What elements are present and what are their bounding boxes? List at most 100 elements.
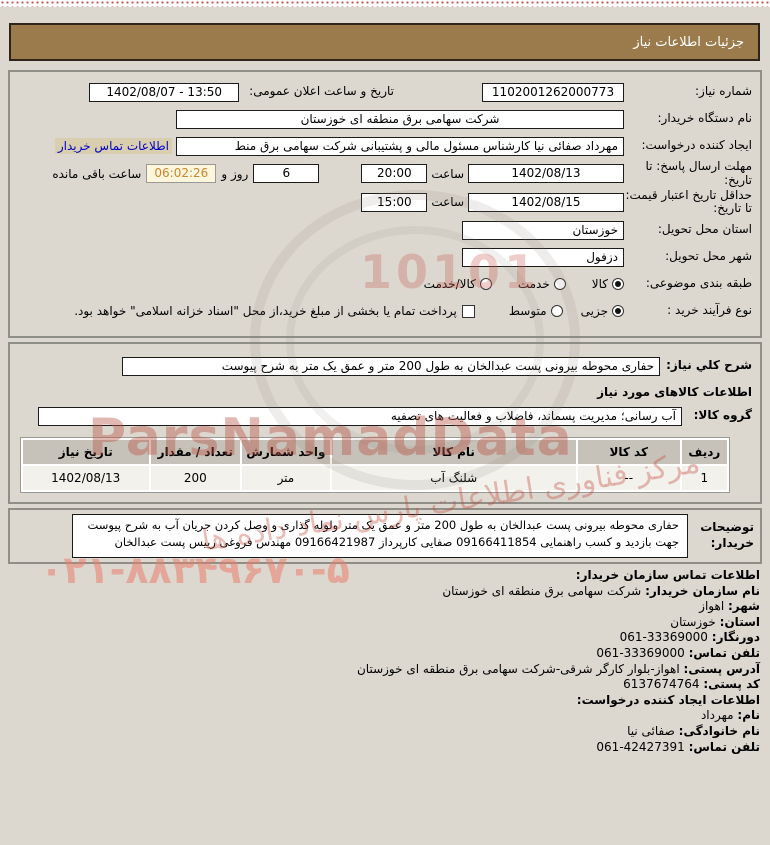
buyer-org-row: نام دستگاه خریدار: شرکت سهامی برق منطقه …	[18, 106, 752, 132]
deadline-hour-label: ساعت	[431, 166, 464, 181]
buyer-org-label: نام دستگاه خریدار:	[657, 111, 753, 126]
city-field[interactable]: دزفول	[462, 247, 624, 267]
days-remaining-field: 6	[253, 164, 320, 184]
process-option-label: جزیی	[580, 304, 608, 319]
announce-field[interactable]: 1402/08/07 - 13:50	[89, 82, 240, 102]
need-number-label: شماره نیاز:	[695, 84, 752, 99]
col-need-date: تاریخ نیاز	[23, 440, 149, 464]
validity-row: حداقل تاریخ اعتبار قیمت: تا تاریخ: 1402/…	[18, 188, 752, 217]
deadline-date-field[interactable]: 1402/08/13	[468, 164, 624, 184]
contact-line: تلفن تماس: 42427391-061	[10, 740, 760, 756]
col-item-name: نام کالا	[331, 440, 576, 464]
buyer-notes-field[interactable]: حفاری محوطه بیرونی پست عبدالخان به طول 2…	[72, 514, 688, 558]
buyer-org-field[interactable]: شرکت سهامی برق منطقه ای خوزستان	[176, 109, 624, 129]
contact-line: استان: خوزستان	[10, 615, 760, 631]
creator-row: ایجاد کننده درخواست: مهرداد صفائی نیا کا…	[18, 133, 752, 159]
buyer-notes-label: توضیحات خریدار:	[700, 520, 754, 550]
validity-hour-label: ساعت	[431, 195, 464, 210]
checkbox-unchecked-icon[interactable]	[461, 304, 475, 318]
contact-line: نام خانوادگی: صفائی نیا	[10, 724, 760, 740]
validity-date-field[interactable]: 1402/08/15	[468, 192, 624, 212]
need-desc-row: شرح کلي نیاز: حفاری محوطه بیرونی پست عبد…	[18, 353, 752, 379]
need-desc-label: شرح کلي نیاز:	[666, 358, 752, 373]
treasury-option[interactable]: پرداخت تمام یا بخشی از مبلغ خرید،از محل …	[74, 304, 475, 318]
need-number-field[interactable]: 1102001262000773	[482, 82, 624, 102]
contact-value: 33369000-061	[596, 645, 685, 660]
province-label: استان محل تحویل:	[657, 222, 752, 237]
cell-quantity: 200	[150, 466, 241, 490]
contact-label: کد پستی:	[703, 677, 760, 692]
process-option-motavaset[interactable]: متوسط	[509, 304, 563, 318]
goods-table-header-row: ردیف کد کالا نام کالا واحد شمارش تعداد /…	[23, 440, 727, 464]
col-unit: واحد شمارش	[242, 440, 330, 464]
contact-label: شهر:	[728, 599, 760, 614]
radio-unchecked-icon[interactable]	[553, 278, 566, 291]
radio-checked-icon[interactable]	[612, 278, 624, 291]
announce-label: تاریخ و ساعت اعلان عمومی:	[249, 84, 394, 99]
contact-label: نام خانوادگی:	[678, 723, 760, 738]
contact-label: دورنگار:	[711, 630, 760, 645]
category-row: طبقه بندی موضوعی: کالا خدمت کالا/خدمت	[18, 271, 752, 297]
deadline-time-field[interactable]: 20:00	[361, 164, 428, 184]
process-option-label: متوسط	[508, 304, 547, 319]
contact-line: شهر: اهواز	[10, 599, 760, 615]
process-option-jozi[interactable]: جزیی	[581, 304, 624, 318]
goods-table: ردیف کد کالا نام کالا واحد شمارش تعداد /…	[20, 437, 730, 493]
days-and-label: روز و	[221, 166, 249, 181]
radio-unchecked-icon[interactable]	[550, 305, 563, 318]
page-title: جزئیات اطلاعات نیاز	[9, 23, 760, 61]
need-number-row: شماره نیاز: 1102001262000773 تاریخ و ساع…	[18, 79, 752, 105]
radio-checked-icon[interactable]	[612, 305, 624, 318]
goods-panel: شرح کلي نیاز: حفاری محوطه بیرونی پست عبد…	[8, 342, 762, 504]
need-desc-field[interactable]: حفاری محوطه بیرونی پست عبدالخان به طول 2…	[122, 356, 661, 376]
contact-value: 42427391-061	[596, 739, 685, 754]
contact-line: نام: مهرداد	[10, 708, 760, 724]
radio-unchecked-icon[interactable]	[479, 278, 492, 291]
contact-line: تلفن تماس: 33369000-061	[10, 646, 760, 662]
time-remaining-field: 06:02:26	[146, 164, 217, 184]
validity-time-field[interactable]: 15:00	[361, 192, 428, 212]
creator-label: ایجاد کننده درخواست:	[641, 138, 752, 153]
category-option-label: خدمت	[517, 277, 550, 292]
category-option-kala[interactable]: کالا	[592, 277, 624, 291]
cell-unit: متر	[242, 466, 330, 490]
col-row-number: ردیف	[681, 440, 727, 464]
contact-value: خوزستان	[670, 614, 716, 629]
buyer-contact-link[interactable]: اطلاعات تماس خریدار	[54, 138, 172, 154]
process-label: نوع فرآیند خرید :	[667, 303, 752, 318]
goods-info-heading: اطلاعات کالاهای مورد نیاز	[597, 385, 752, 399]
contact-label: آدرس پستی:	[683, 661, 760, 676]
contact-line: کد پستی: 6137674764	[10, 677, 760, 693]
cell-need-date: 1402/08/13	[23, 466, 149, 490]
category-option-label: کالا	[591, 277, 608, 292]
province-field[interactable]: خوزستان	[462, 220, 624, 240]
cell-row-number: 1	[681, 466, 727, 490]
contact-label: تلفن تماس:	[688, 739, 760, 754]
page-edge-pattern	[0, 0, 770, 7]
category-option-kala-khedmat[interactable]: کالا/خدمت	[424, 277, 492, 291]
goods-group-row: گروه کالا: آب رسانی؛ مدیریت پسماند، فاضل…	[18, 403, 752, 429]
cell-item-code: --	[577, 466, 680, 490]
creator-field[interactable]: مهرداد صفائی نیا کارشناس مسئول مالی و پش…	[176, 136, 624, 156]
col-quantity: تعداد / مقدار	[150, 440, 241, 464]
table-row: 1 -- شلنگ آب متر 200 1402/08/13	[23, 466, 727, 490]
org-contact-heading: اطلاعات تماس سازمان خریدار:	[575, 568, 760, 582]
goods-group-field[interactable]: آب رسانی؛ مدیریت پسماند، فاضلاب و فعالیت…	[38, 406, 682, 426]
contact-value: صفائی نیا	[627, 723, 675, 738]
contact-value: اهواز-بلوار کارگر شرقی-شرکت سهامی برق من…	[356, 661, 680, 676]
city-label: شهر محل تحویل:	[665, 249, 752, 264]
deadline-row: مهلت ارسال پاسخ: تا تاریخ: 1402/08/13 سا…	[18, 159, 752, 188]
contact-label: تلفن تماس:	[688, 645, 760, 660]
need-info-panel: شماره نیاز: 1102001262000773 تاریخ و ساع…	[8, 70, 762, 338]
contact-line: دورنگار: 33369000-061	[10, 630, 760, 646]
category-option-khedmat[interactable]: خدمت	[518, 277, 566, 291]
col-item-code: کد کالا	[577, 440, 680, 464]
contact-value: شرکت سهامی برق منطقه ای خوزستان	[442, 583, 642, 598]
goods-group-label: گروه کالا:	[693, 408, 752, 423]
treasury-checkbox-label: پرداخت تمام یا بخشی از مبلغ خرید،از محل …	[74, 304, 457, 319]
contact-value: 33369000-061	[619, 630, 708, 645]
contact-line: نام سازمان خریدار: شرکت سهامی برق منطقه …	[10, 584, 760, 600]
creator-contact-heading: اطلاعات ایجاد کننده درخواست:	[576, 692, 760, 707]
province-row: استان محل تحویل: خوزستان	[18, 217, 752, 243]
contact-label: استان:	[719, 614, 760, 629]
